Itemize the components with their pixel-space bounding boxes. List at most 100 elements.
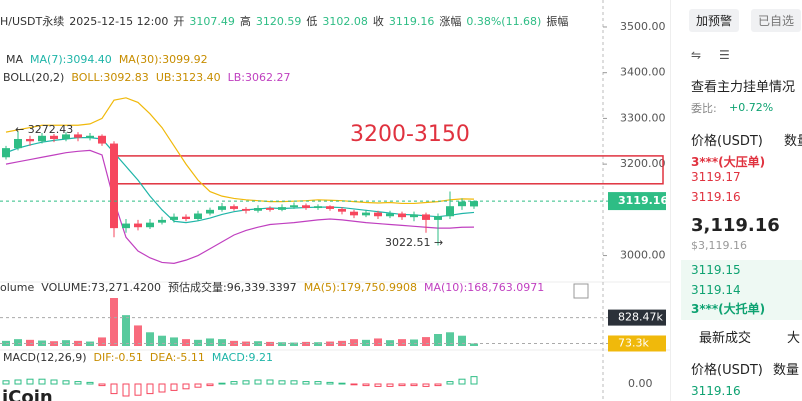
big-ask: 3***(大压单) [691, 155, 766, 169]
volume-bar [182, 339, 190, 346]
indicator-text: 预估成交量:96,339.3397 [168, 280, 297, 294]
candle-body [470, 201, 478, 207]
macd-bar [230, 381, 238, 385]
macd-bar [458, 378, 466, 385]
candle-body [434, 216, 442, 220]
icon[interactable]: ⇋ [691, 48, 702, 62]
candle-body [26, 138, 34, 142]
volume-bar [362, 339, 370, 346]
indicator-text: BOLL:3092.83 [71, 71, 148, 84]
macd-bar [158, 383, 166, 393]
macd-bar [302, 381, 310, 385]
macd-bar [338, 382, 346, 385]
current-price-box [608, 192, 666, 211]
candle-body [146, 222, 154, 228]
watermark: iCoin [2, 387, 53, 401]
macd-bar [62, 380, 70, 385]
candle-body [266, 208, 274, 210]
candle-body [218, 206, 226, 210]
candle-body [314, 206, 322, 209]
indicator-text: MACD:9.21 [212, 351, 273, 364]
candle-body [170, 216, 178, 220]
ask: 3119.17 [691, 170, 741, 184]
candle-body [350, 211, 358, 216]
y-tick-label: 3000.00 [620, 249, 666, 262]
candle-body [242, 208, 250, 211]
macd-bar [350, 383, 358, 386]
macd-bar [254, 379, 262, 385]
tab[interactable]: 最新成交 [699, 331, 752, 346]
y-tick-label: 3400.00 [620, 66, 666, 79]
indicator-text: MA(30):3099.92 [119, 53, 208, 66]
candle-body [290, 205, 298, 208]
macd-bar [290, 380, 298, 385]
candle-body [50, 135, 58, 139]
volume-bar [458, 335, 466, 346]
volume-bar [14, 339, 22, 346]
volume-bar [470, 343, 478, 346]
ask: 3119.16 [691, 190, 741, 204]
current-price-label: 3119.16 [618, 194, 668, 207]
candle-body [74, 134, 82, 138]
volume-bar [134, 325, 142, 346]
candle-body [182, 216, 190, 219]
candle-body [254, 208, 262, 211]
header-text: 3107.49 [189, 15, 235, 28]
volume-bar [398, 339, 406, 346]
volume-bar [446, 332, 454, 346]
header-text: 低 [306, 15, 317, 28]
expand-icon[interactable] [573, 283, 589, 299]
candle-body [410, 214, 418, 218]
col-header: 价格(USDT) [691, 134, 763, 149]
bid-bg [681, 260, 802, 320]
macd-bar [206, 383, 214, 387]
macd-bar [98, 383, 106, 387]
icon[interactable]: ☰ [719, 48, 730, 62]
candle-body [446, 206, 454, 217]
candle-body [62, 134, 70, 139]
tab[interactable]: 大 [787, 331, 801, 346]
bid: 3119.15 [691, 263, 741, 277]
link[interactable]: 查看主力挂单情况 [691, 80, 796, 95]
volume-bar [170, 337, 178, 346]
candle-body [338, 208, 346, 212]
candle-body [458, 201, 466, 207]
indicator-text: BOLL(20,2) [3, 71, 64, 84]
candle-body [2, 148, 10, 158]
volume-bar [374, 338, 382, 346]
volume-label: 73.3k [618, 336, 649, 349]
macd-bar [326, 381, 334, 385]
volume-bar [218, 339, 226, 346]
macd-bar [242, 380, 250, 385]
volume-bar [206, 338, 214, 346]
macd-bar [26, 378, 34, 385]
col-header: 数量 [784, 134, 802, 149]
macd-bar [266, 379, 274, 385]
volume-bar [194, 339, 202, 346]
header-text: H/USDT永续 [0, 14, 64, 28]
indicator-text: MA(7):3094.40 [30, 53, 112, 66]
zone-box [116, 155, 664, 185]
candle-body [362, 212, 370, 216]
header-text: 涨幅 [439, 15, 461, 28]
high-mark: ← 3272.43 [15, 123, 73, 136]
macd-bar [314, 381, 322, 385]
alert-button[interactable]: 加预警 [689, 9, 740, 32]
macd-bar [194, 383, 202, 388]
indicator-text: olume [0, 281, 34, 294]
candle-body [14, 138, 22, 149]
plus-icon: + [592, 309, 604, 325]
volume-bar [410, 339, 418, 346]
volume-bar [26, 339, 34, 346]
candle-body [194, 213, 202, 219]
macd-bar [470, 376, 478, 385]
macd-bar [182, 383, 190, 390]
favorite-button[interactable]: 已自选 [751, 9, 802, 32]
candle-body [230, 206, 238, 209]
indicator-text: MA(10):168,763.0971 [424, 281, 544, 294]
chart-area: H/USDT永续 2025-12-15 12:00 开 3107.49 高 3120.59… [0, 0, 670, 401]
candle-body [302, 205, 310, 209]
candle-body [398, 213, 406, 218]
indicator-line [5, 97, 475, 205]
